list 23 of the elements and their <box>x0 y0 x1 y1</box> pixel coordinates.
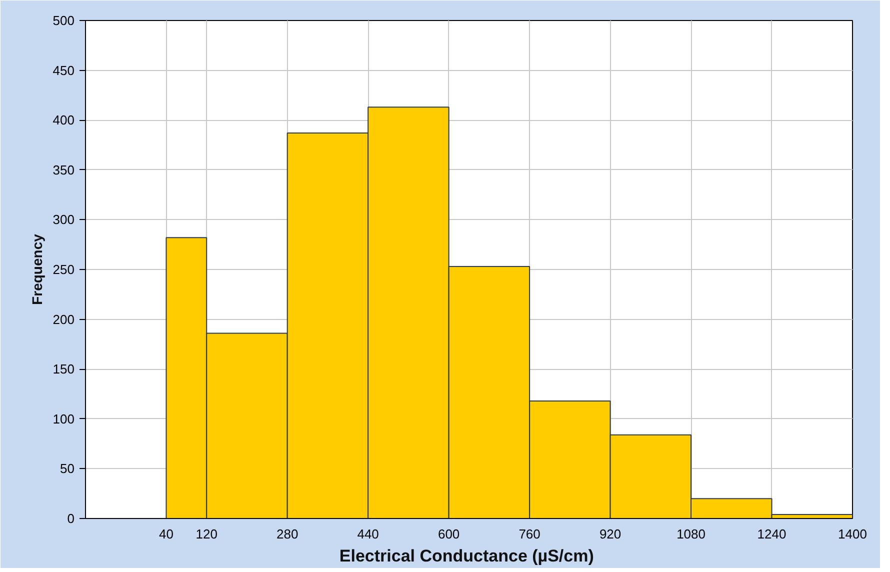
x-tick-label: 40 <box>159 526 174 542</box>
x-tick-label: 440 <box>357 526 379 542</box>
x-tick-label: 760 <box>518 526 540 542</box>
y-tick-label: 100 <box>52 411 75 426</box>
x-axis-title: Electrical Conductance (µS/cm) <box>339 546 594 566</box>
y-axis-title: Frequency <box>28 234 45 305</box>
x-tick-label: 280 <box>276 526 298 542</box>
y-tick-label: 450 <box>52 62 75 78</box>
x-tick-label: 920 <box>599 526 622 542</box>
y-tick-label: 300 <box>52 212 75 228</box>
y-tick-label: 350 <box>52 162 75 178</box>
y-tick-label: 0 <box>67 511 75 526</box>
y-tick-label: 150 <box>52 362 75 377</box>
x-tick-label: 600 <box>438 526 460 542</box>
x-tick-label: 120 <box>196 526 218 542</box>
y-tick-label: 250 <box>52 262 75 277</box>
y-tick-label: 500 <box>52 13 75 28</box>
x-tick-label: 1240 <box>757 526 786 542</box>
x-tick-label: 1400 <box>838 526 867 542</box>
x-tick-label: 1080 <box>676 526 706 542</box>
y-tick-label: 200 <box>52 312 75 327</box>
y-tick-label: 50 <box>60 461 75 476</box>
y-tick-label: 400 <box>52 112 75 128</box>
